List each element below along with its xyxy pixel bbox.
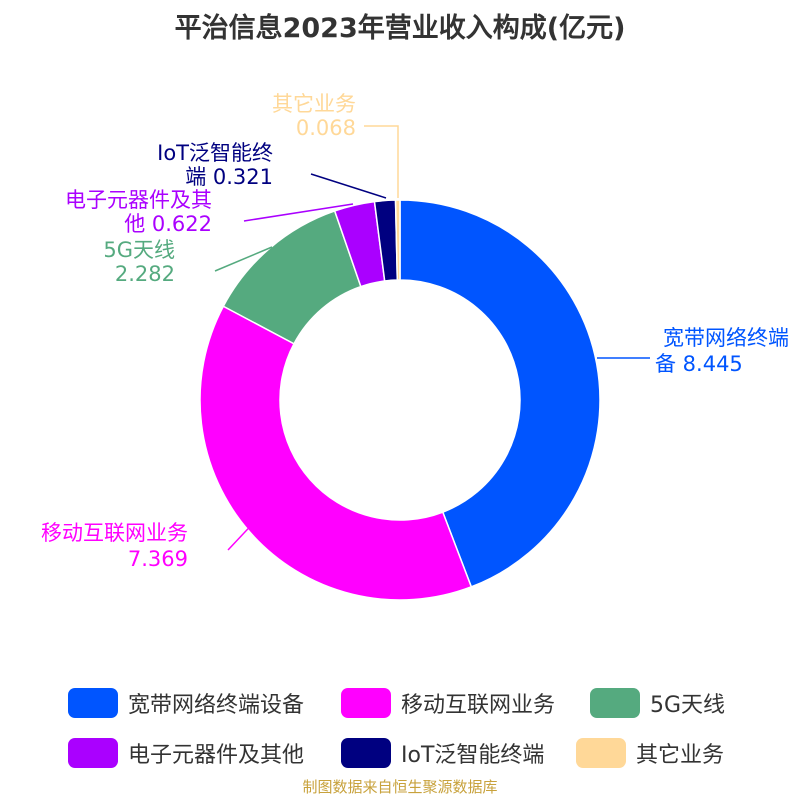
leader-line-iot-terminal: [310, 173, 387, 199]
legend-item-electronic-components[interactable]: 电子元器件及其他: [68, 738, 304, 768]
legend-label: 宽带网络终端设备: [128, 693, 305, 718]
slice-mobile-internet[interactable]: [199, 305, 473, 601]
leader-line-mobile-internet: [227, 515, 261, 551]
slice-other-business[interactable]: [394, 199, 401, 281]
legend-swatch: [68, 738, 118, 768]
legend-label: 移动互联网业务: [401, 693, 556, 718]
source-note: 制图数据来自恒生聚源数据库: [302, 778, 498, 796]
legend-swatch: [341, 688, 391, 718]
data-label-broadband: 宽带网络终端备 8.445: [655, 326, 789, 376]
legend-label: 5G天线: [650, 693, 726, 718]
data-label-electronic-components: 电子元器件及其他 0.622: [65, 188, 212, 236]
legend-swatch: [68, 688, 118, 718]
legend-item-iot-terminal[interactable]: IoT泛智能终端: [341, 738, 544, 768]
legend-label: IoT泛智能终端: [401, 743, 545, 768]
data-label-other-business: 其它业务 0.068: [272, 92, 356, 140]
legend-item-mobile-internet[interactable]: 移动互联网业务: [341, 688, 555, 718]
legend-label: 电子元器件及其他: [128, 743, 305, 768]
legend-swatch: [341, 738, 391, 768]
slice-broadband[interactable]: [399, 199, 601, 588]
leader-line-electronic-components: [243, 203, 354, 222]
data-label-mobile-internet: 移动互联网业务 7.369: [41, 521, 188, 571]
chart-title: 平治信息2023年营业收入构成(亿元): [174, 13, 626, 44]
legend-item-other-business[interactable]: 其它业务: [576, 738, 724, 768]
legend-label: 其它业务: [636, 743, 725, 768]
legend-item-broadband[interactable]: 宽带网络终端设备: [68, 688, 304, 718]
data-label-5g-antenna: 5G天线 2.282: [103, 238, 175, 286]
data-label-iot-terminal: IoT泛智能终端 0.321: [157, 141, 273, 189]
legend-swatch: [576, 738, 626, 768]
leader-line-other-business: [364, 125, 399, 198]
legend-item-5g-antenna[interactable]: 5G天线: [590, 688, 725, 718]
leader-line-5g-antenna: [214, 246, 273, 272]
legend-swatch: [590, 688, 640, 718]
